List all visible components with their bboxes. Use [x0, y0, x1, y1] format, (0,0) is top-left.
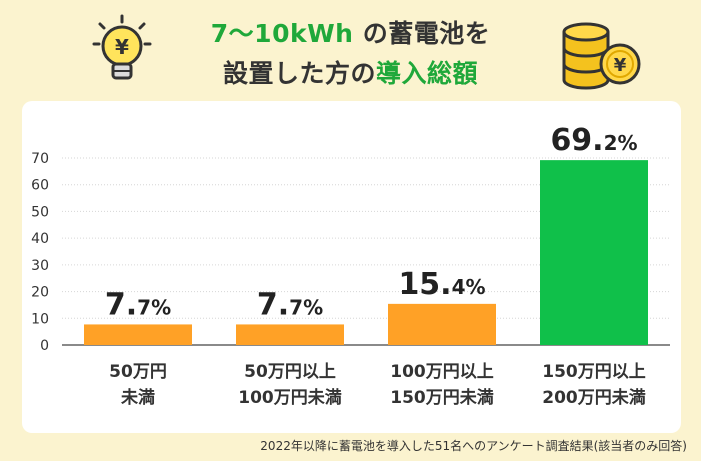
x-tick-label: 150万円未満 — [390, 387, 494, 408]
data-label-decimal: 4% — [452, 275, 486, 299]
coin-yen-symbol: ¥ — [614, 55, 627, 76]
title-total-cost: 導入総額 — [376, 59, 479, 88]
bulb-yen-symbol: ¥ — [115, 35, 129, 59]
y-tick-label: 60 — [31, 178, 49, 194]
data-label-integer: 7. — [105, 287, 137, 322]
bar — [540, 160, 648, 345]
title-line-1: 7〜10kWh の蓄電池を — [0, 14, 701, 50]
data-label: 7.7% — [257, 287, 323, 322]
coins-yen-icon: ¥ — [562, 22, 641, 90]
chart-card: 0 10 20 30 40 50 60 70 7.7% 50万円 未満 7.7% 50万円以上 100万円… — [22, 101, 681, 433]
data-label: 69.2% — [550, 123, 637, 158]
x-tick-label: 150万円以上 — [542, 362, 646, 382]
x-tick-label: 50万円 — [109, 362, 167, 382]
data-label-integer: 69. — [550, 123, 603, 158]
data-label-integer: 7. — [257, 287, 289, 322]
y-tick-label: 50 — [31, 204, 49, 220]
data-label: 7.7% — [105, 287, 171, 322]
lightbulb-yen-icon: ¥ — [92, 14, 152, 80]
title-capacity: 7〜10kWh — [210, 19, 354, 48]
y-tick-label: 30 — [31, 258, 49, 274]
y-tick-label: 20 — [31, 285, 49, 301]
x-tick-label: 未満 — [120, 387, 155, 408]
data-label-integer: 15. — [398, 267, 451, 302]
data-label-decimal: 2% — [604, 131, 638, 155]
data-label-decimal: 7% — [289, 295, 323, 319]
data-label: 15.4% — [398, 267, 485, 302]
survey-footnote: 2022年以降に蓄電池を導入した51名へのアンケート調査結果(該当者のみ回答) — [260, 439, 687, 453]
x-tick-label: 200万円未満 — [542, 387, 646, 408]
bar — [236, 324, 344, 345]
title-line-1-text: の蓄電池を — [362, 19, 491, 48]
bar-chart: 0102030405060707.7%50万円未満7.7%50万円以上100万円… — [31, 123, 670, 408]
y-tick-label: 10 — [31, 311, 49, 327]
bar — [84, 324, 192, 345]
x-tick-label: 100万円未満 — [238, 387, 342, 408]
x-tick-label: 100万円以上 — [390, 362, 494, 382]
data-label-decimal: 7% — [137, 295, 171, 319]
chart-title: 7〜10kWh の蓄電池を 設置した方の導入総額 — [0, 0, 701, 100]
y-tick-label: 0 — [40, 338, 49, 354]
y-tick-label: 70 — [31, 151, 49, 167]
title-line-2-text: 設置した方の — [222, 59, 376, 88]
title-line-2: 設置した方の導入総額 — [0, 54, 701, 90]
x-tick-label: 50万円以上 — [244, 362, 336, 382]
y-tick-label: 40 — [31, 231, 49, 247]
bar — [388, 303, 496, 345]
